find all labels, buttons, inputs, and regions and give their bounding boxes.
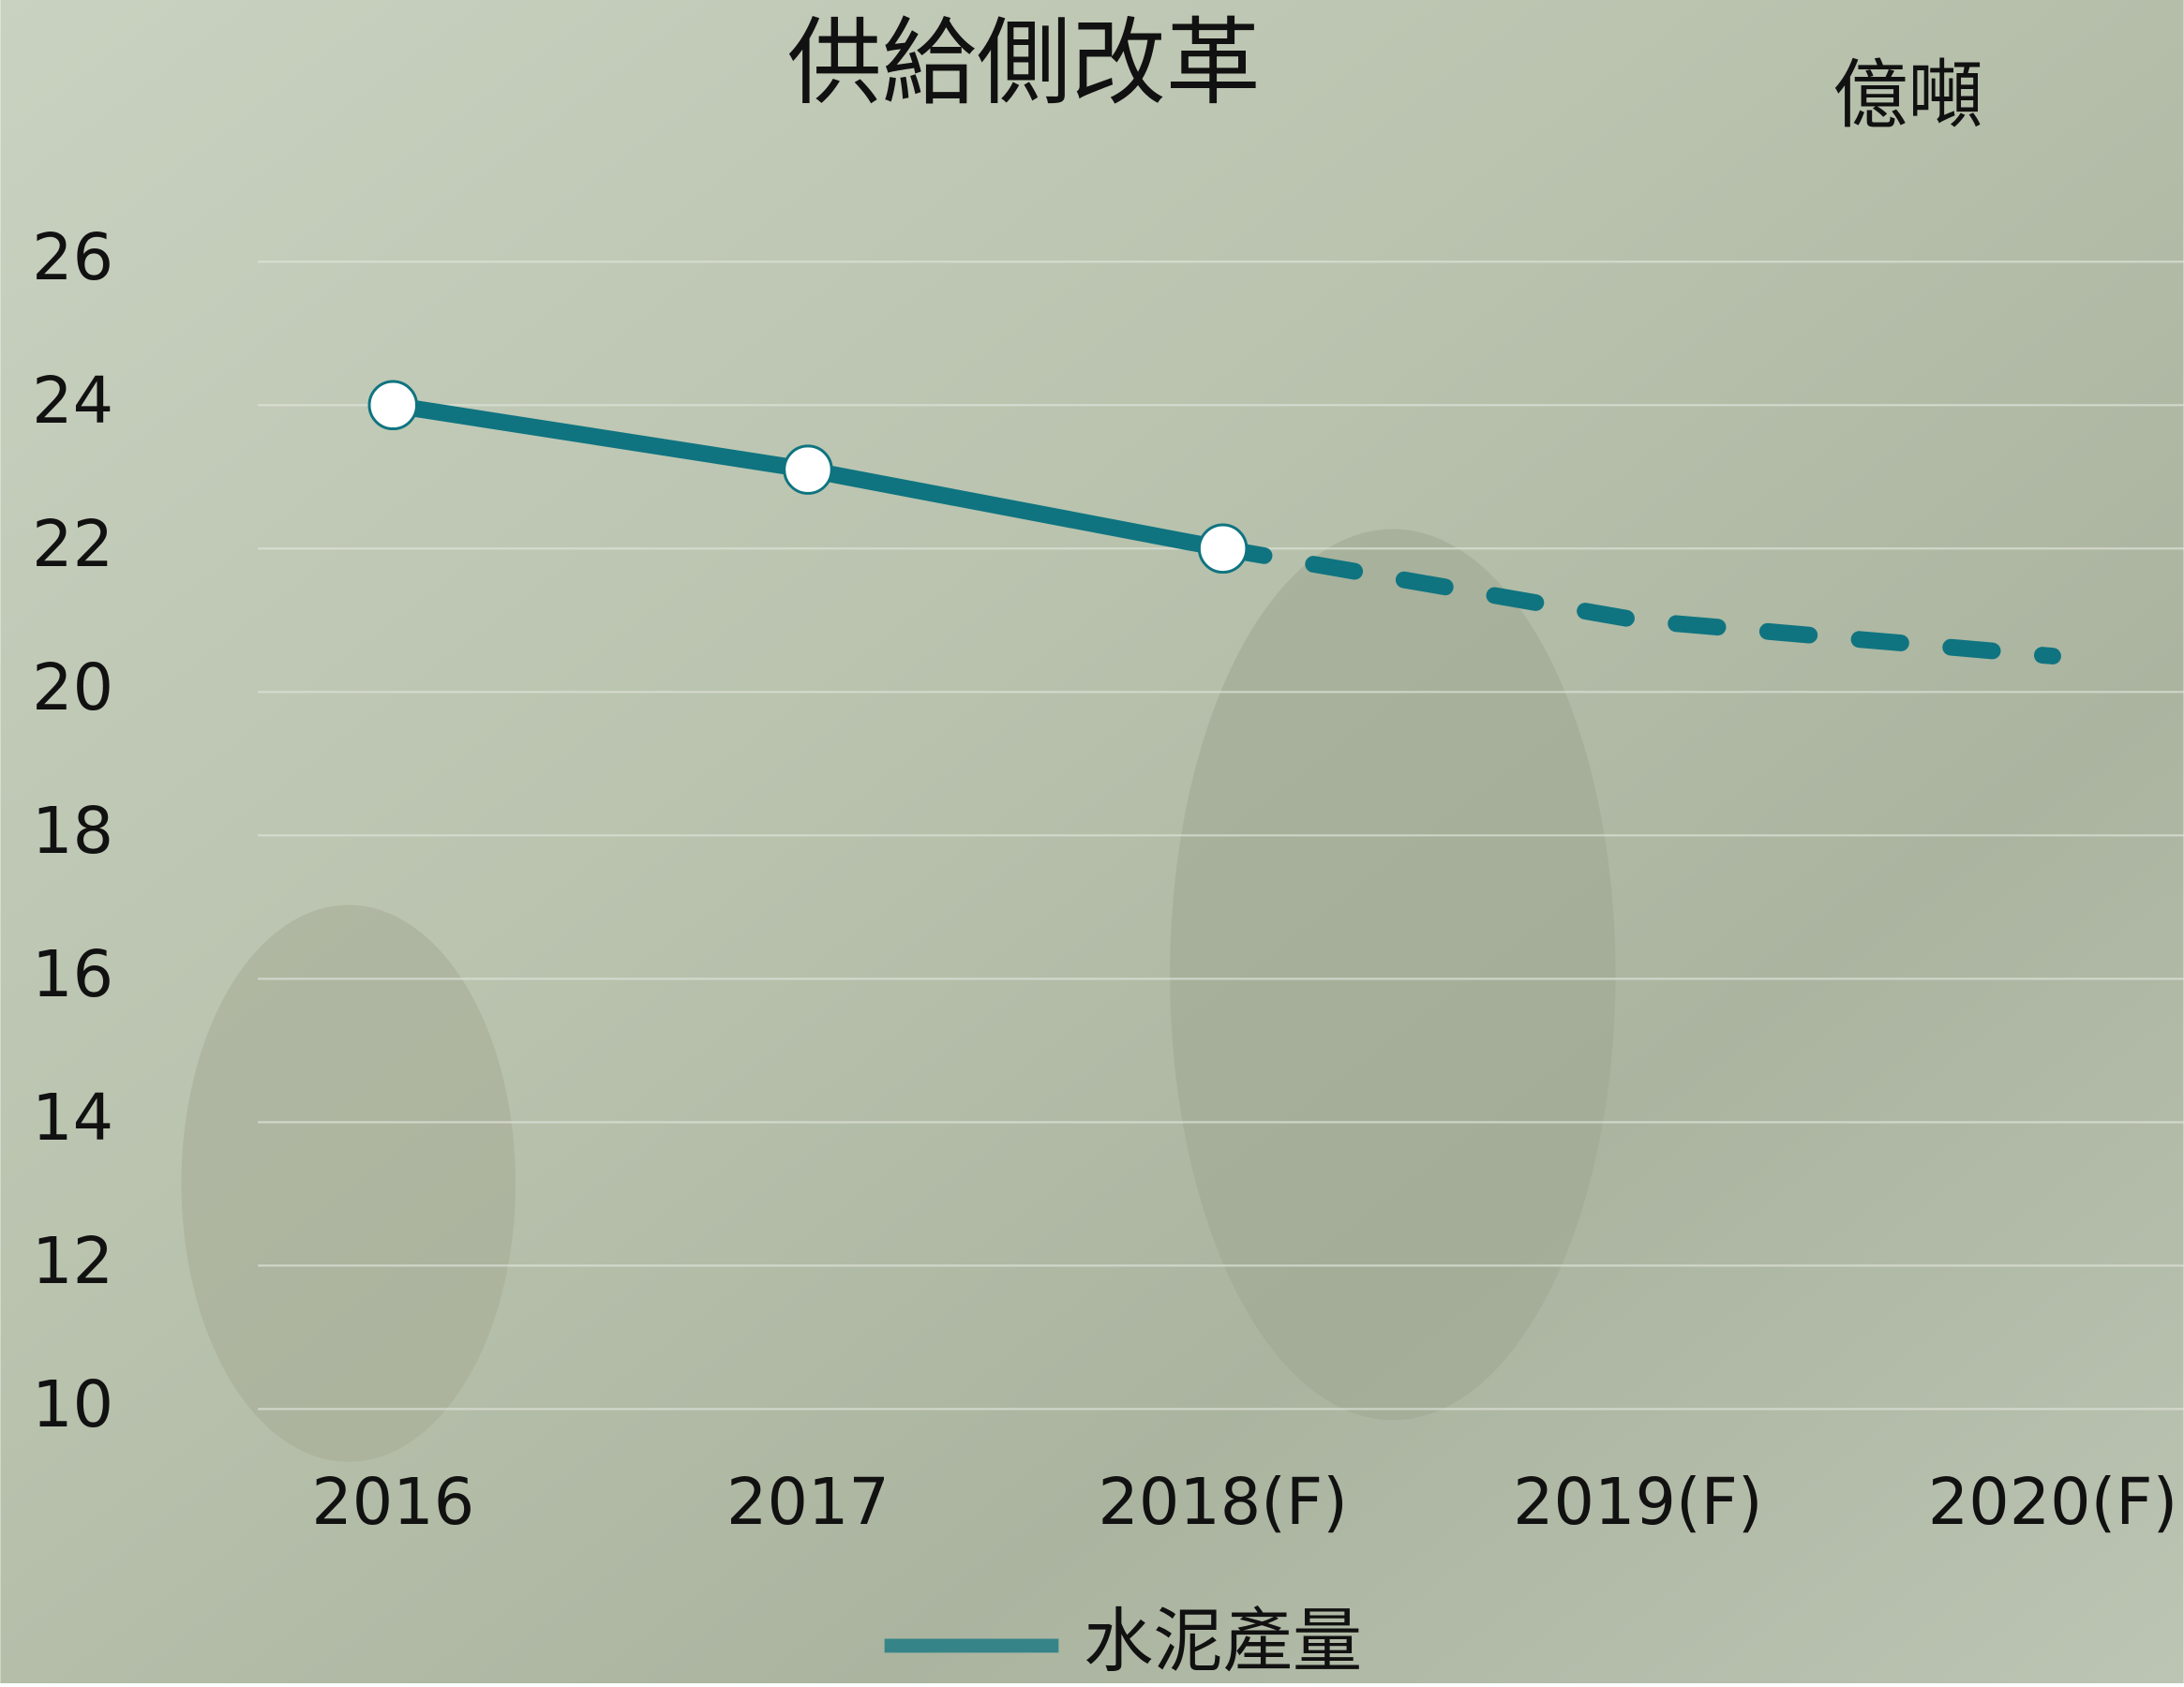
marker [367, 380, 419, 431]
marker [1197, 523, 1249, 575]
x-tick-label: 2020(F) [1928, 1466, 2178, 1540]
legend-label: 水泥產量 [1084, 1600, 1362, 1681]
x-tick-label: 2016 [311, 1466, 474, 1540]
y-tick-label: 22 [32, 508, 113, 582]
x-tick-label: 2018(F) [1098, 1466, 1348, 1540]
y-tick-label: 26 [32, 221, 113, 295]
background-blur [1170, 529, 1616, 1421]
y-tick-label: 12 [32, 1225, 113, 1299]
x-tick-label: 2019(F) [1513, 1466, 1763, 1540]
marker [783, 444, 833, 495]
x-tick-label: 2017 [726, 1466, 890, 1540]
y-tick-label: 14 [32, 1082, 113, 1156]
unit-label: 億噸 [1832, 52, 1982, 139]
chart-title: 供給側改革 [787, 7, 1261, 118]
y-tick-label: 20 [32, 651, 113, 725]
y-tick-label: 24 [32, 365, 113, 439]
background-blur [181, 904, 516, 1462]
y-tick-label: 18 [32, 795, 113, 869]
forecast-line [1214, 540, 2061, 664]
y-tick-label: 16 [32, 938, 113, 1012]
y-tick-label: 10 [32, 1368, 113, 1442]
